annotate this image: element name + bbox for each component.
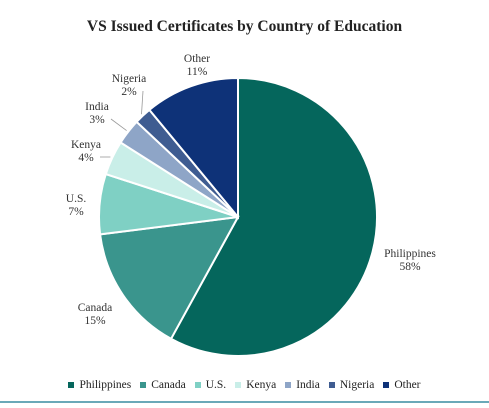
- legend-swatch-kenya: [235, 382, 242, 388]
- slice-label-philippines: Philippines: [384, 248, 436, 260]
- legend-swatch-us: [194, 382, 201, 388]
- legend-label-other: Other: [394, 379, 421, 391]
- legend-item-nigeria: Nigeria: [328, 379, 375, 391]
- slice-label-kenya: Kenya: [71, 139, 101, 151]
- legend-item-canada: Canada: [140, 379, 186, 391]
- slice-value-kenya: 4%: [78, 152, 94, 164]
- legend-label-india: India: [296, 379, 320, 391]
- legend-swatch-other: [383, 382, 390, 388]
- slice-value-canada: 15%: [84, 315, 106, 327]
- slice-label-nigeria: Nigeria: [112, 73, 146, 85]
- legend-item-us: U.S.: [194, 379, 227, 391]
- slice-value-india: 3%: [89, 114, 105, 126]
- legend-swatch-canada: [140, 382, 147, 388]
- legend-item-philippines: Philippines: [68, 379, 131, 391]
- slice-label-india: India: [85, 101, 109, 113]
- leader-line-india: [110, 118, 127, 131]
- chart-legend: Philippines Canada U.S. Kenya India Nigeria Ot…: [0, 379, 489, 391]
- legend-label-us: U.S.: [205, 379, 227, 391]
- legend-label-philippines: Philippines: [79, 379, 132, 391]
- slice-value-other: 11%: [187, 66, 208, 78]
- pie-slice-other: [147, 76, 239, 220]
- pie-slice-canada: [98, 215, 240, 341]
- legend-item-kenya: Kenya: [235, 379, 276, 391]
- legend-item-other: Other: [383, 379, 421, 391]
- chart-title: VS Issued Certificates by Country of Edu…: [86, 18, 403, 35]
- bottom-divider: [0, 401, 489, 403]
- slice-label-other: Other: [184, 53, 210, 65]
- leader-line-nigeria: [141, 90, 144, 115]
- legend-label-nigeria: Nigeria: [339, 379, 375, 391]
- legend-label-kenya: Kenya: [246, 379, 277, 391]
- slice-label-canada: Canada: [78, 302, 112, 314]
- slice-label-us: U.S.: [66, 193, 87, 205]
- pie-slice-philippines: [169, 76, 378, 357]
- legend-label-canada: Canada: [151, 379, 186, 391]
- legend-item-india: India: [285, 379, 320, 391]
- slice-value-us: 7%: [68, 206, 84, 218]
- legend-swatch-nigeria: [328, 382, 335, 388]
- slice-value-philippines: 58%: [399, 261, 421, 273]
- legend-swatch-philippines: [68, 382, 75, 388]
- slice-value-nigeria: 2%: [121, 86, 137, 98]
- legend-swatch-india: [285, 382, 292, 388]
